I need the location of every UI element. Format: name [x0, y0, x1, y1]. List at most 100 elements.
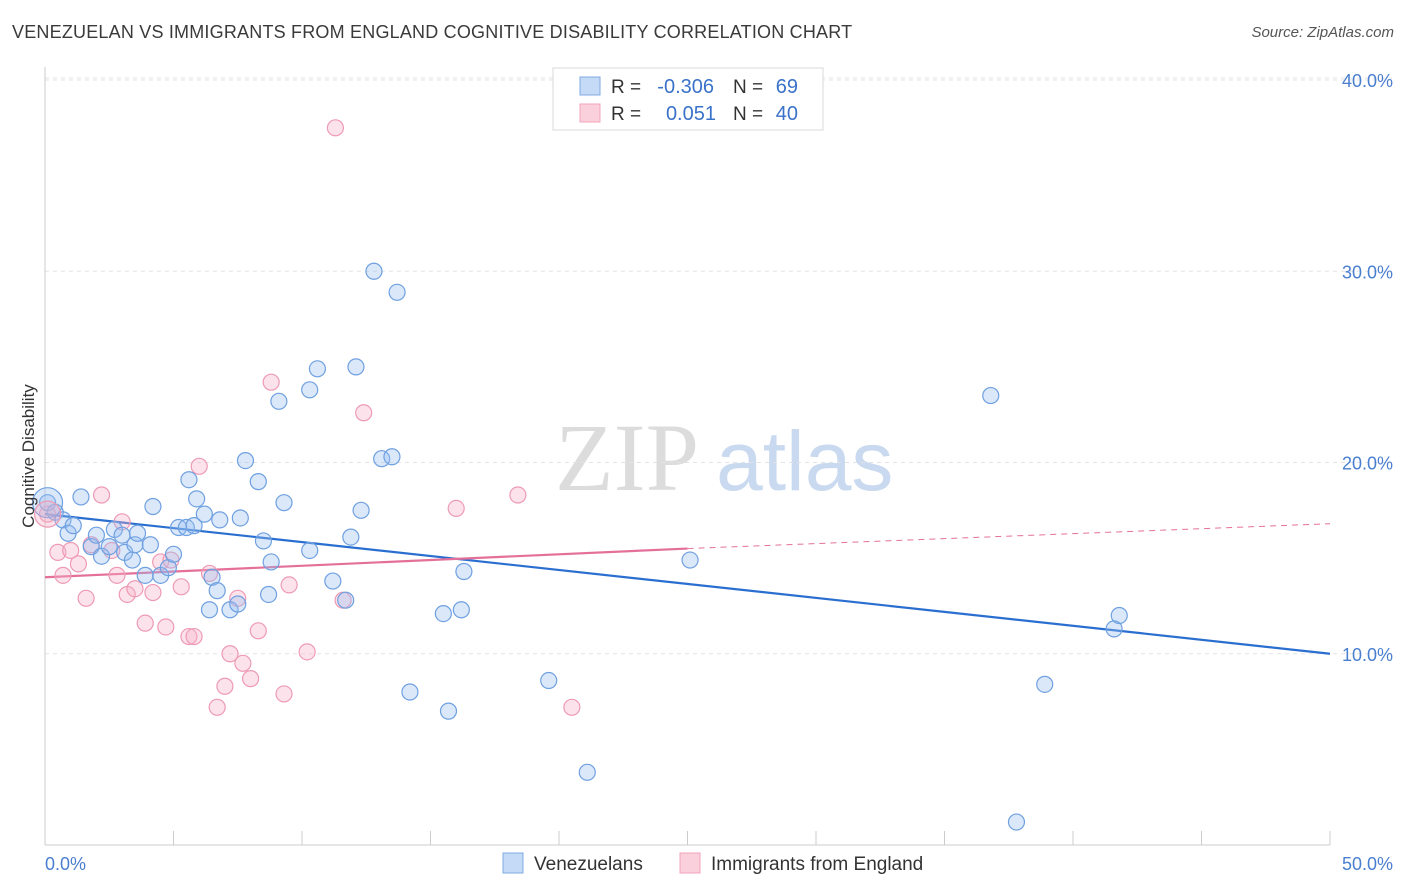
- legend-n-label-1: N =: [733, 77, 763, 98]
- point-venezuelans: [249, 473, 267, 491]
- watermark: ZIP atlas: [555, 404, 893, 511]
- point-venezuelans: [231, 509, 249, 527]
- point-venezuelans: [342, 528, 360, 546]
- point-england: [49, 543, 67, 561]
- point-venezuelans: [141, 536, 159, 554]
- point-venezuelans: [347, 358, 365, 376]
- point-venezuelans: [100, 538, 118, 556]
- point-england: [157, 618, 175, 636]
- point-england: [62, 541, 80, 560]
- point-england: [234, 654, 252, 672]
- point-venezuelans: [72, 488, 90, 506]
- point-venezuelans: [434, 604, 452, 623]
- bottom-legend-swatch-england: [679, 852, 701, 874]
- x-tick-label: 50.0%: [1342, 854, 1393, 874]
- point-england: [180, 627, 198, 646]
- point-england: [355, 404, 373, 422]
- legend-n-value-2: 40: [776, 103, 798, 125]
- tick-labels: 10.0% 20.0% 30.0% 40.0% 0.0% 50.0%: [45, 71, 1393, 874]
- point-venezuelans: [275, 494, 293, 512]
- point-england: [54, 566, 72, 584]
- legend-n-label-2: N =: [733, 104, 763, 125]
- point-venezuelans: [87, 526, 106, 544]
- point-venezuelans: [270, 392, 288, 410]
- point-england: [249, 622, 267, 640]
- watermark-atlas: atlas: [716, 414, 893, 508]
- bottom-legend-england: Immigrants from England: [711, 854, 923, 875]
- point-venezuelans: [211, 511, 229, 529]
- point-venezuelans: [578, 763, 596, 781]
- point-venezuelans: [324, 572, 342, 590]
- bottom-legend-swatch-venezuelans: [502, 852, 524, 874]
- point-venezuelans: [308, 360, 327, 378]
- point-venezuelans: [337, 591, 355, 609]
- point-venezuelans: [301, 541, 319, 560]
- point-england: [77, 589, 95, 607]
- point-venezuelans: [262, 553, 280, 571]
- point-england: [126, 580, 144, 598]
- point-england-large: [33, 500, 62, 528]
- point-venezuelans: [1110, 606, 1128, 625]
- bottom-legend: Venezuelans Immigrants from England: [502, 852, 923, 875]
- legend: R = -0.306 N = 69 R = 0.051 N = 40: [552, 67, 824, 131]
- point-venezuelans: [373, 450, 391, 468]
- point-venezuelans: [540, 671, 558, 690]
- point-venezuelans: [195, 505, 213, 523]
- point-england: [326, 119, 345, 137]
- point-venezuelans: [164, 545, 183, 563]
- legend-r-label-2: R =: [611, 104, 641, 125]
- point-england: [172, 578, 190, 596]
- y-tick-label: 20.0%: [1342, 454, 1393, 474]
- point-venezuelans: [236, 451, 255, 470]
- point-venezuelans: [188, 490, 206, 508]
- point-england: [563, 698, 581, 716]
- legend-swatch-england: [579, 103, 601, 123]
- y-tick-label: 10.0%: [1342, 645, 1393, 665]
- point-venezuelans: [383, 448, 401, 466]
- legend-r-value-1: -0.306: [657, 76, 714, 98]
- point-venezuelans: [681, 551, 699, 569]
- legend-r-label-1: R =: [611, 77, 641, 98]
- point-venezuelans: [136, 566, 154, 584]
- point-england: [144, 583, 162, 602]
- trend-line-england-extension: [687, 523, 1331, 550]
- point-england: [221, 645, 239, 663]
- point-venezuelans: [144, 497, 162, 516]
- point-venezuelans: [452, 601, 470, 619]
- trend-lines: [44, 513, 1331, 655]
- point-venezuelans: [301, 381, 319, 399]
- point-venezuelans: [439, 702, 458, 720]
- legend-swatch-venezuelans: [579, 76, 601, 96]
- point-england: [190, 457, 208, 475]
- chart-source: Source: ZipAtlas.com: [1251, 24, 1394, 41]
- point-england: [216, 677, 234, 695]
- point-england: [92, 486, 111, 504]
- point-venezuelans: [123, 551, 141, 569]
- point-england: [298, 643, 316, 661]
- data-points: [31, 119, 1128, 831]
- point-england: [447, 499, 465, 517]
- point-venezuelans: [1007, 813, 1026, 831]
- point-venezuelans: [254, 532, 273, 550]
- legend-r-value-2: 0.051: [666, 103, 716, 125]
- y-axis-label: Cognitive Disability: [19, 384, 38, 528]
- point-england: [136, 614, 154, 632]
- watermark-zip: ZIP: [555, 404, 699, 511]
- point-venezuelans: [455, 562, 473, 581]
- point-venezuelans: [128, 524, 147, 542]
- point-england: [69, 555, 88, 573]
- y-tick-label: 40.0%: [1342, 71, 1393, 91]
- point-venezuelans: [200, 601, 219, 619]
- point-venezuelans: [352, 501, 370, 519]
- x-tick-label: 0.0%: [45, 854, 86, 874]
- point-england: [275, 685, 293, 703]
- point-venezuelans-large: [31, 487, 64, 519]
- point-england: [108, 566, 126, 584]
- chart-title: VENEZUELAN VS IMMIGRANTS FROM ENGLAND CO…: [12, 22, 853, 42]
- point-venezuelans: [180, 471, 198, 489]
- point-venezuelans: [64, 517, 82, 535]
- point-venezuelans: [229, 595, 247, 613]
- point-venezuelans: [365, 262, 383, 280]
- point-venezuelans: [208, 582, 226, 600]
